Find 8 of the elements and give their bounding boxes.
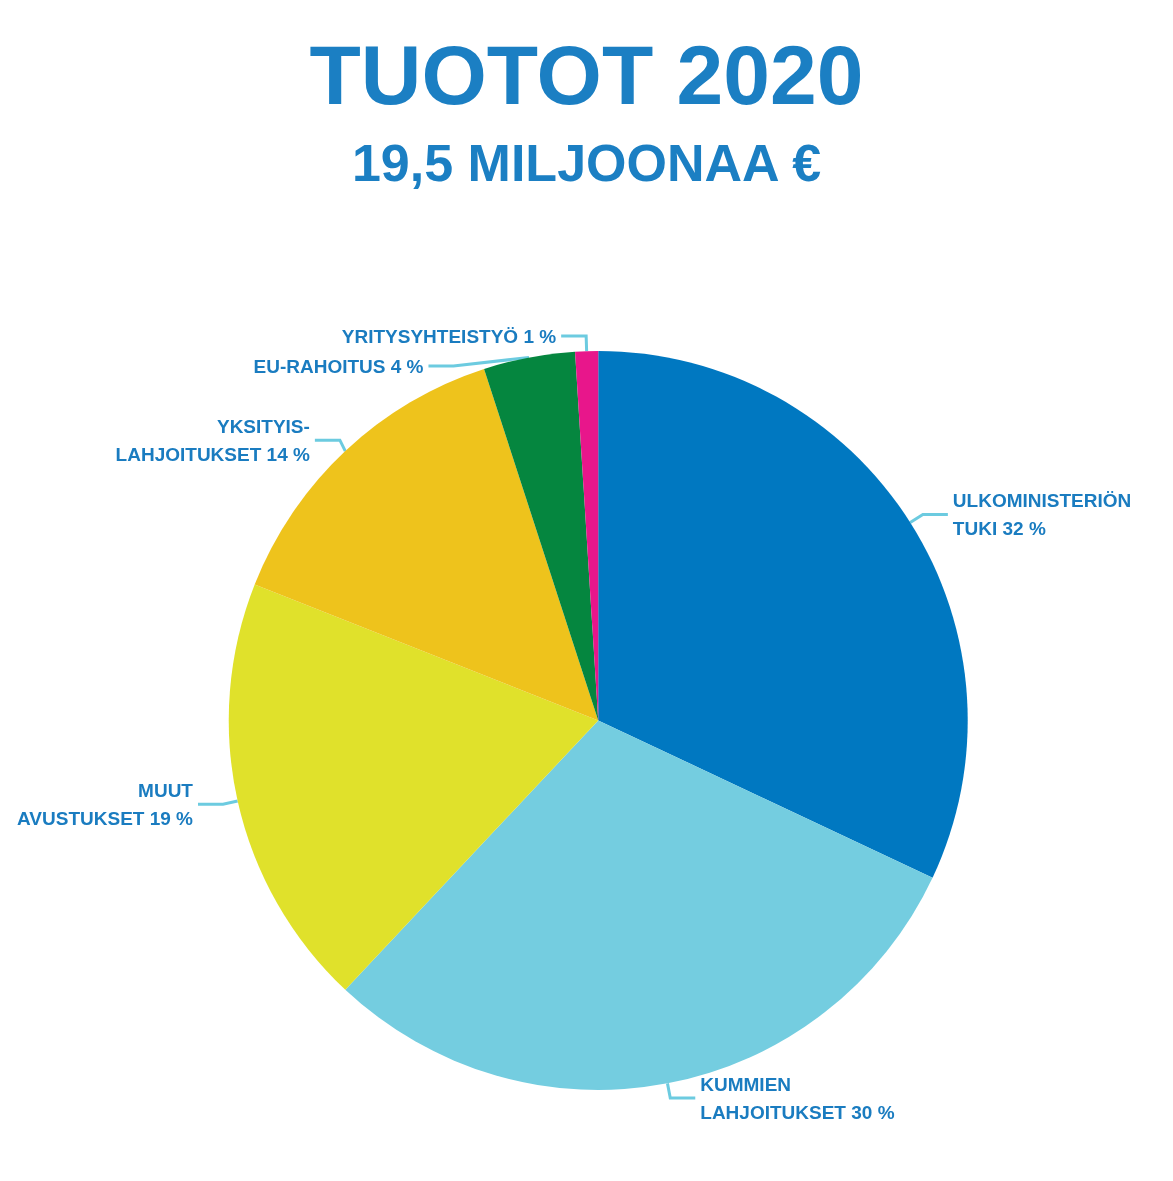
slice-label: YKSITYIS-LAHJOITUKSET 14 % (115, 415, 310, 465)
slice-label: MUUT AVUSTUKSET 19 % (17, 779, 194, 829)
slice-label: KUMMIEN LAHJOITUKSET 30 % (700, 1073, 895, 1123)
slice-label: EU-RAHOITUS 4 % (253, 355, 424, 377)
chart-title: TUOTOT 2020 (309, 28, 864, 122)
chart-subtitle: 19,5 MILJOONAA € (351, 134, 822, 192)
slice-label: YRITYSYHTEISTYÖ 1 % (341, 325, 557, 347)
slice-label: ULKOMINISTERIÖN TUKI 32 % (952, 489, 1132, 539)
